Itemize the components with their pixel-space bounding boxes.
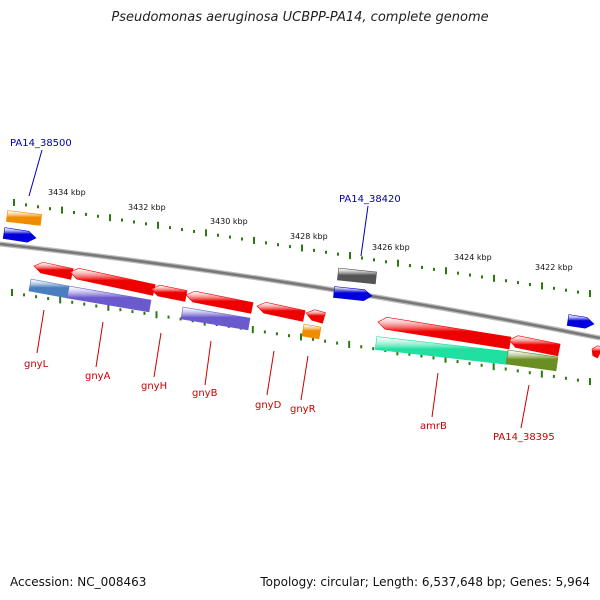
genome-backbone: [0, 242, 600, 340]
tick-label: 3422 kbp: [535, 263, 573, 272]
gene-leader-line: [431, 372, 439, 418]
accession-text: Accession: NC_008463: [10, 575, 147, 589]
locus-label[interactable]: PA14_38500: [10, 138, 72, 149]
feature-gray-center[interactable]: [337, 267, 377, 285]
gene-label[interactable]: gnyH: [141, 381, 167, 392]
feature-orange-left[interactable]: [6, 210, 42, 226]
gene-arrow-amrB[interactable]: [377, 317, 512, 350]
tick-row-upper: [13, 199, 591, 297]
tick-label: 3426 kbp: [372, 243, 410, 252]
gene-leader-line: [204, 340, 212, 386]
gene-arrow-gnyL[interactable]: [33, 261, 74, 280]
gene-arrow-gnyH[interactable]: [150, 284, 188, 302]
tick-label: 3434 kbp: [48, 188, 86, 197]
feature-bar-gnyR[interactable]: [301, 323, 322, 340]
locus-leader-line: [360, 205, 369, 257]
gene-arrow-PA14_38395[interactable]: [508, 335, 561, 357]
feature-bar-gnyA[interactable]: [66, 285, 152, 313]
feature-bar-gnyL[interactable]: [28, 278, 70, 299]
tick-label: 3432 kbp: [128, 203, 166, 212]
locus-label[interactable]: PA14_38420: [339, 194, 401, 205]
gene-label[interactable]: amrB: [420, 421, 447, 432]
tick-label: 3424 kbp: [454, 253, 492, 262]
feature-bar-PA14_38395[interactable]: [505, 349, 559, 372]
gene-arrow-gnyB[interactable]: [185, 290, 254, 314]
gene-leader-line: [520, 384, 530, 429]
gene-label[interactable]: gnyD: [255, 400, 282, 411]
genome-title: Pseudomonas aeruginosa UCBPP-PA14, compl…: [111, 10, 489, 25]
gene-arrow-right-edge[interactable]: [591, 345, 600, 359]
gene-label[interactable]: gnyL: [24, 359, 49, 370]
gene-label[interactable]: gnyB: [192, 388, 218, 399]
gene-label[interactable]: PA14_38395: [493, 432, 555, 443]
gene-arrow-gnyD[interactable]: [256, 301, 306, 322]
feature-forward-right[interactable]: [566, 314, 595, 329]
genome-summary-text: Topology: circular; Length: 6,537,648 bp…: [260, 575, 590, 589]
gene-leader-line: [153, 332, 162, 378]
locus-leader-line: [28, 149, 43, 197]
tick-label: 3428 kbp: [290, 232, 328, 241]
feature-forward-center[interactable]: [333, 286, 373, 301]
gene-label[interactable]: gnyA: [85, 371, 111, 382]
gene-arrow-gnyR[interactable]: [305, 309, 326, 324]
gene-leader-line: [95, 321, 104, 368]
gene-leader-line: [266, 350, 275, 396]
feature-forward-left[interactable]: [2, 227, 37, 243]
gene-leader-line: [36, 309, 45, 354]
gene-leader-line: [300, 355, 309, 401]
tick-label: 3430 kbp: [210, 217, 248, 226]
gene-label[interactable]: gnyR: [290, 404, 316, 415]
feature-bar-gnyB[interactable]: [180, 306, 251, 331]
